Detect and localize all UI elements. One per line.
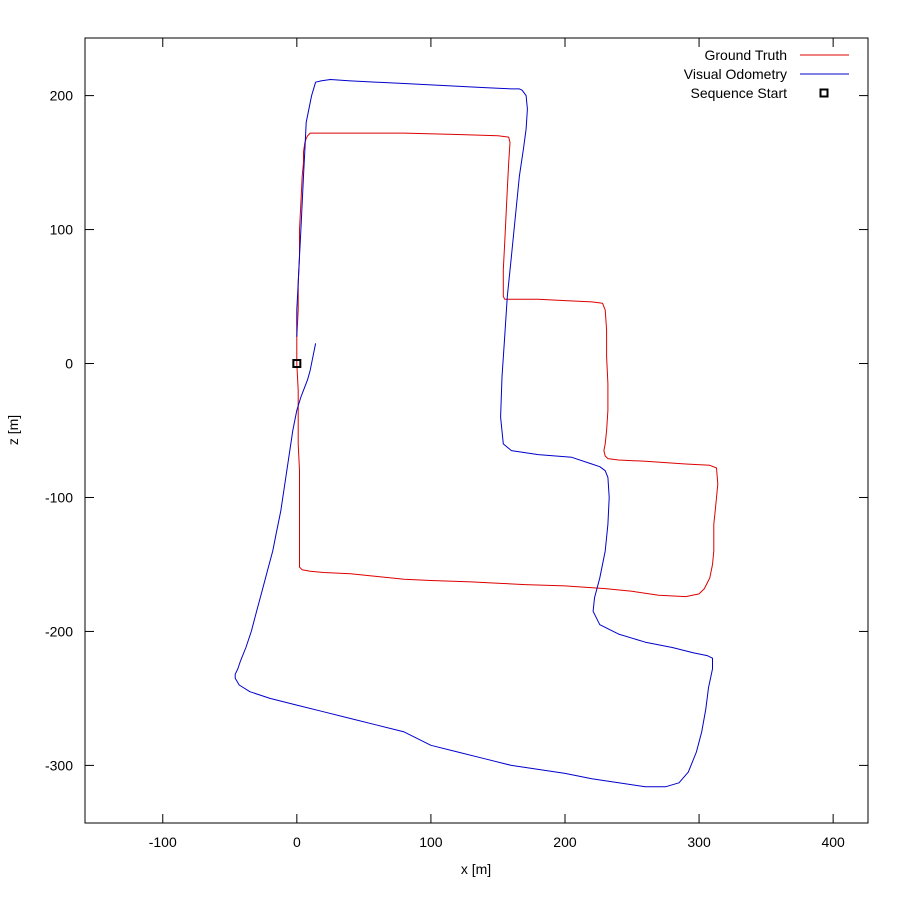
- legend-label-visual-odometry: Visual Odometry: [684, 66, 787, 82]
- y-tick-label: 0: [65, 356, 73, 372]
- visual-odometry-line: [234, 79, 713, 788]
- series-layer: [234, 79, 719, 788]
- y-axis-label: z [m]: [5, 415, 21, 445]
- x-tick-label: 0: [293, 834, 301, 850]
- x-tick-label: 200: [553, 834, 577, 850]
- x-tick-label: 400: [821, 834, 845, 850]
- legend: Ground Truth Visual Odometry Sequence Star…: [684, 47, 849, 101]
- x-tick-label: 100: [419, 834, 443, 850]
- ground-truth-line: [296, 132, 719, 598]
- y-tick-label: 200: [50, 88, 74, 104]
- y-tick-label: -300: [45, 757, 73, 773]
- tick-marks: [85, 38, 868, 823]
- x-tick-label: -100: [149, 834, 177, 850]
- plot-frame: [84, 37, 869, 824]
- y-tick-label: -100: [45, 489, 73, 505]
- legend-swatch-sequence-start: [819, 88, 829, 98]
- y-tick-label: 100: [50, 222, 74, 238]
- legend-label-sequence-start: Sequence Start: [690, 85, 787, 101]
- x-axis-label: x [m]: [461, 861, 491, 877]
- y-tick-label: -200: [45, 623, 73, 639]
- tick-labels: -100 0 100 200 300 400 -300 -200 -100 0 100 200: [45, 88, 845, 850]
- sequence-start-marker: [292, 359, 302, 369]
- legend-label-ground-truth: Ground Truth: [705, 47, 788, 63]
- x-tick-label: 300: [687, 834, 711, 850]
